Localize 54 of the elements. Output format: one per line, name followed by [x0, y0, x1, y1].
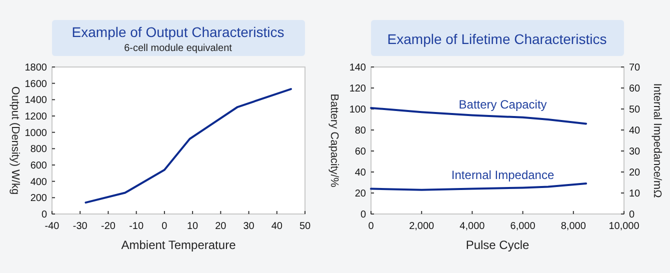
y-tick-label: 20	[354, 188, 366, 200]
x-tick-label: 2,000	[409, 221, 435, 232]
chart-title: Example of Lifetime Characteristics	[387, 31, 607, 47]
y-axis-title: Output (Density) W/kg	[9, 86, 21, 195]
chart-title: Example of Output Characteristics	[72, 24, 284, 40]
chart-subtitle: 6-cell module equivalent	[124, 43, 232, 54]
x-axis-title: Ambient Temperature	[121, 238, 236, 252]
x-tick-label: -20	[100, 221, 116, 232]
series-label: Internal Impedance	[451, 168, 554, 182]
y-tick-label: 140	[349, 62, 366, 74]
y2-tick-label: 10	[629, 188, 641, 200]
y-tick-label: 1000	[24, 128, 48, 139]
y-tick-label: 100	[349, 104, 366, 116]
y2-tick-label: 20	[629, 168, 641, 178]
y-tick-label: 800	[30, 144, 48, 156]
y-tick-label: 600	[30, 160, 48, 172]
x-tick-label: 4,000	[460, 221, 486, 232]
line-series	[84, 88, 292, 204]
y-tick-label: 80	[354, 126, 366, 136]
y-tick-label: 0	[360, 210, 366, 220]
y-tick-label: 40	[354, 168, 366, 178]
y-tick-label: 120	[349, 84, 366, 94]
line-series	[370, 182, 588, 191]
x-tick-label: -30	[72, 221, 88, 232]
y-tick-label: 400	[30, 176, 48, 188]
x-tick-label: 30	[243, 221, 255, 232]
x-tick-label: 40	[271, 221, 283, 232]
x-tick-label: 10	[186, 221, 199, 232]
x-axis-title: Pulse Cycle	[466, 238, 530, 252]
y-tick-label: 60	[354, 146, 366, 158]
y2-tick-label: 40	[629, 126, 641, 136]
y2-tick-label: 60	[629, 84, 641, 94]
y-tick-label: 0	[41, 210, 48, 220]
x-tick-label: 8,000	[560, 221, 586, 232]
x-tick-label: 0	[162, 221, 168, 232]
y-tick-label: 200	[30, 193, 48, 204]
x-tick-label: 50	[299, 221, 311, 232]
x-tick-label: -10	[129, 221, 144, 232]
y2-tick-label: 50	[629, 104, 641, 116]
x-tick-label: -40	[44, 221, 60, 232]
y2-tick-label: 30	[629, 146, 641, 158]
y-tick-label: 1600	[24, 78, 48, 90]
y-tick-label: 1400	[24, 95, 48, 106]
y-tick-label: 1800	[24, 62, 48, 74]
y2-axis-title: Internal Impedance/mΩ	[651, 83, 663, 198]
y-tick-label: 1200	[24, 112, 48, 122]
y2-tick-label: 70	[629, 62, 641, 74]
x-tick-label: 20	[215, 221, 227, 232]
x-tick-label: 0	[368, 221, 374, 232]
y2-tick-label: 0	[629, 210, 635, 220]
x-tick-label: 6,000	[510, 221, 536, 232]
y-axis-title: Battery Capacity/%	[328, 94, 340, 188]
x-tick-label: 10,000	[608, 221, 640, 232]
series-label: Battery Capacity	[458, 97, 547, 112]
